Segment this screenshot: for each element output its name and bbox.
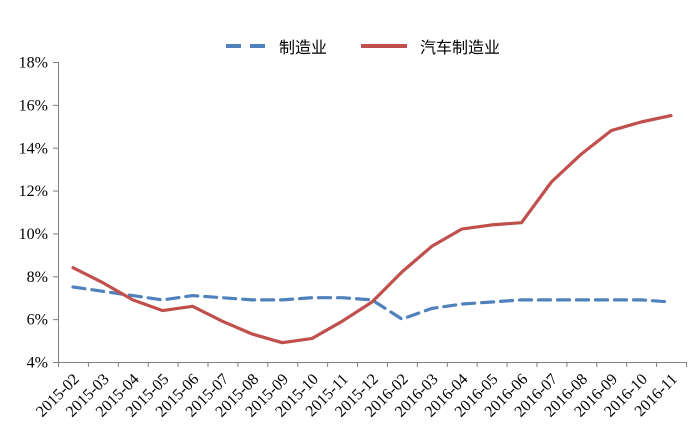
y-axis-tick-label: 16% [19,97,48,114]
series-line-manufacturing [71,285,673,321]
legend-item-manufacturing: 制造业 [226,34,327,58]
y-axis-tick-label: 10% [19,226,48,243]
legend-label-manufacturing: 制造业 [279,38,328,57]
legend-dashed-line-swatch [226,44,266,48]
series-line-auto-manufacturing [71,113,673,345]
y-axis-tick-label: 12% [19,183,48,200]
y-axis-tick-label: 18% [19,55,48,72]
chart-legend: 制造业 汽车制造业 [226,34,500,58]
legend-label-auto-manufacturing: 汽车制造业 [420,38,501,57]
y-axis-tick-label: 4% [27,355,48,372]
legend-item-auto-manufacturing: 汽车制造业 [361,34,500,58]
y-axis-tick-label: 8% [27,269,48,286]
y-axis-tick-label: 14% [19,140,48,157]
y-axis-tick-label: 6% [27,312,48,329]
legend-solid-line-swatch [361,44,408,48]
